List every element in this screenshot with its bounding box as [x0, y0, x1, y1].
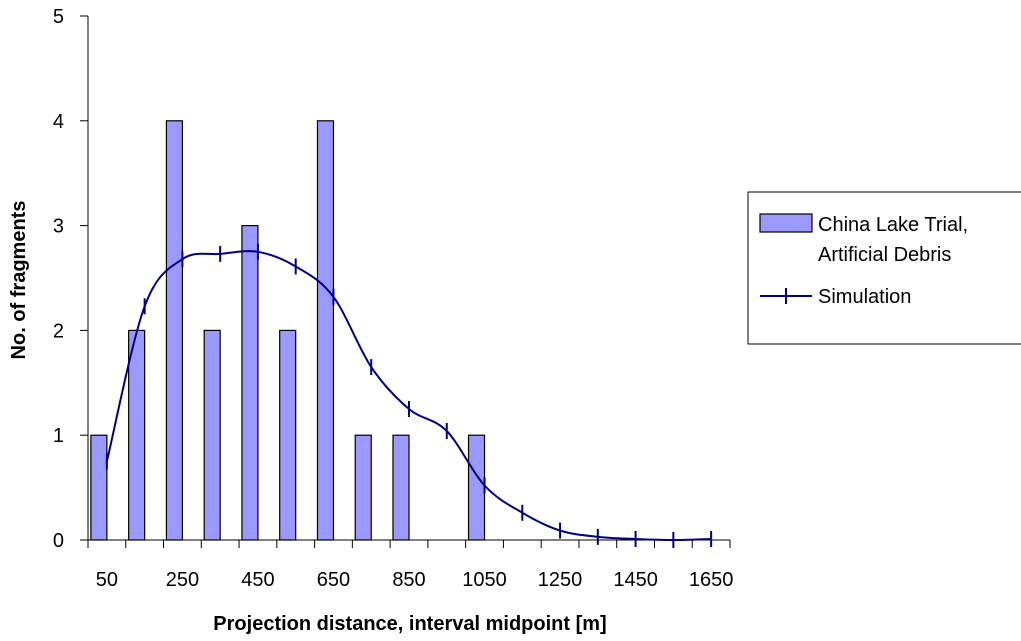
- x-tick-label-450: 450: [241, 569, 274, 591]
- x-tick-label-50: 50: [96, 569, 118, 591]
- bar-550: [279, 329, 297, 541]
- legend-label-bar-line-0: China Lake Trial,: [818, 214, 968, 236]
- y-tick-label-0: 0: [53, 530, 64, 552]
- simulation-line: [105, 250, 712, 542]
- y-tick-label-4: 4: [53, 111, 64, 133]
- tick-labels-group: 0 1 2 3 4 5 50 250 450 650 850 1050 1250 1450 1650: [53, 6, 733, 591]
- legend-label-bar-line-1: Artificial Debris: [818, 244, 951, 266]
- bar-750: [354, 434, 372, 541]
- legend: China Lake Trial, Artificial Debris Simula…: [747, 191, 1021, 345]
- x-tick-label-650: 650: [317, 569, 350, 591]
- legend-swatch-bar: [759, 213, 813, 233]
- x-tick-label-850: 850: [392, 569, 425, 591]
- axes-group: [80, 15, 731, 548]
- legend-label-simulation: Simulation: [818, 286, 911, 308]
- bar-50: [90, 434, 108, 541]
- bar-250: [165, 120, 184, 541]
- bar-450: [241, 225, 259, 541]
- bar-1050: [467, 434, 486, 541]
- y-axis-title: No. of fragments: [8, 201, 30, 360]
- bar-850: [392, 434, 410, 541]
- bar-650: [316, 120, 335, 541]
- x-tick-label-1450: 1450: [613, 569, 658, 591]
- x-tick-label-1250: 1250: [538, 569, 583, 591]
- x-tick-label-1650: 1650: [689, 569, 734, 591]
- y-tick-label-3: 3: [53, 216, 64, 238]
- x-axis-title: Projection distance, interval midpoint […: [213, 613, 606, 635]
- x-tick-label-250: 250: [166, 569, 199, 591]
- y-tick-label-5: 5: [53, 6, 64, 28]
- bars-group: [90, 120, 486, 541]
- bar-350: [203, 329, 221, 541]
- y-tick-label-1: 1: [53, 425, 64, 447]
- simulation-line-group: [105, 243, 713, 548]
- x-tick-label-1050: 1050: [462, 569, 507, 591]
- bar-150: [128, 329, 146, 541]
- y-tick-label-2: 2: [53, 320, 64, 342]
